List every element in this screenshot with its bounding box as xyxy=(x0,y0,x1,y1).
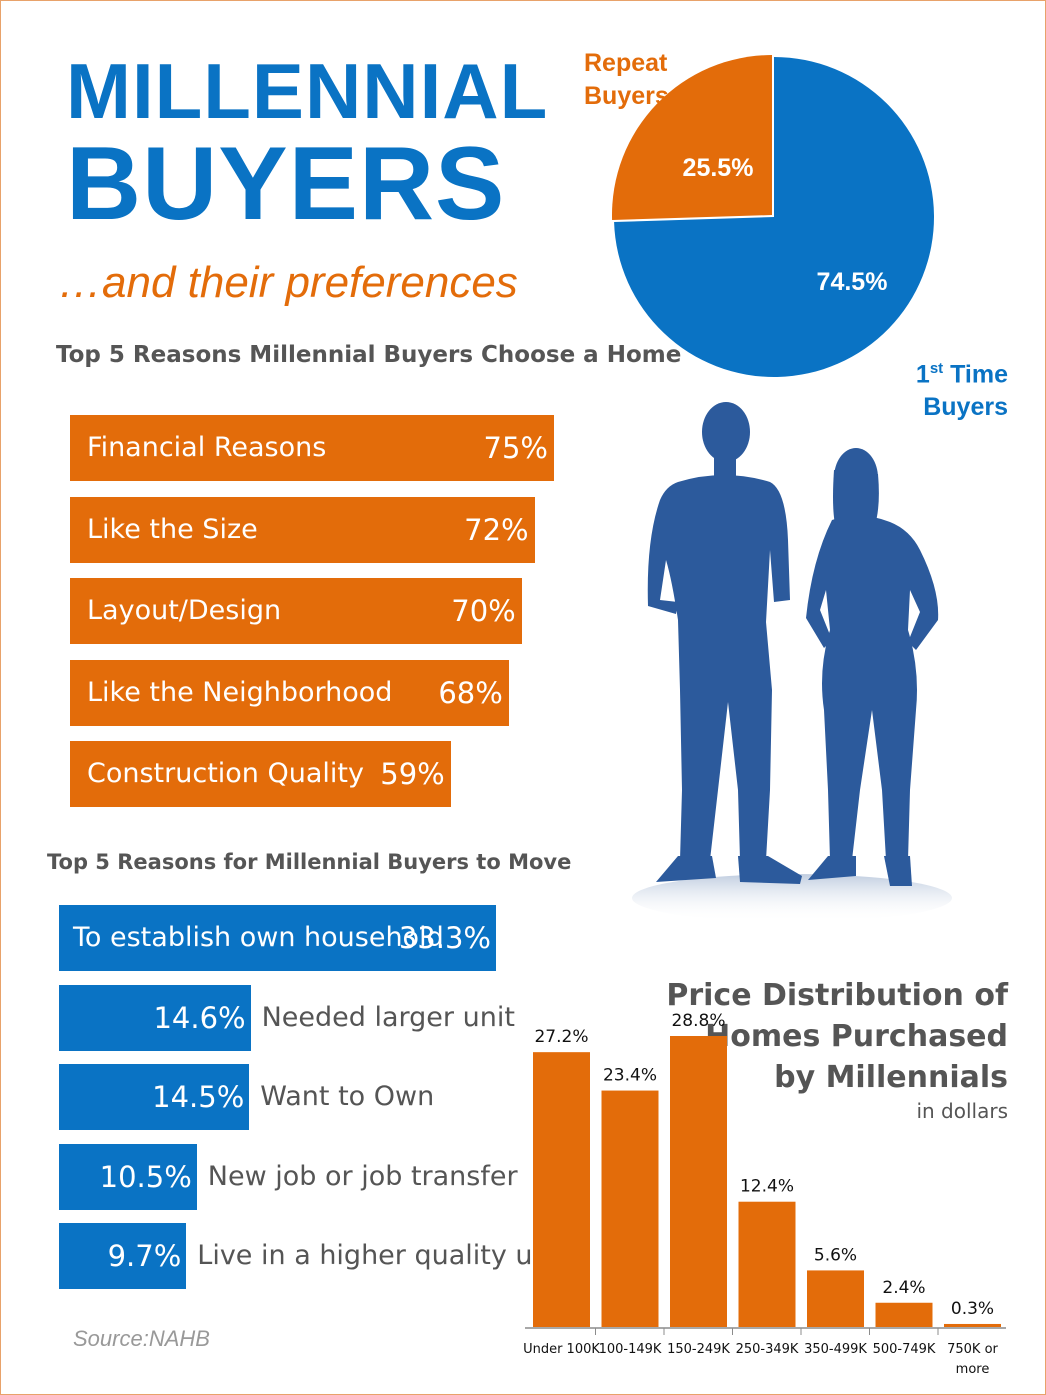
move-heading: Top 5 Reasons for Millennial Buyers to M… xyxy=(47,850,572,874)
move-bar: 33.3% To establish own household xyxy=(59,905,496,971)
source-note: Source:NAHB xyxy=(73,1326,210,1351)
pie-slice-repeat-buyers xyxy=(612,55,772,221)
move-bar-value: 14.5% xyxy=(152,1080,245,1114)
choose-bar-label: Layout/Design xyxy=(87,595,282,626)
choose-bar-label: Like the Size xyxy=(87,513,258,545)
pie-chart: 25.5% 74.5% xyxy=(612,55,934,377)
choose-bar: Layout/Design 70% xyxy=(70,578,522,644)
choose-bar-value: 75% xyxy=(483,431,548,465)
title-line-1: MILLENNIAL xyxy=(66,47,549,135)
move-bar: 14.6% xyxy=(59,984,251,1051)
move-bar-label: Needed larger unit xyxy=(261,1001,515,1033)
choose-bar-label: Construction Quality xyxy=(87,758,364,789)
move-bar: 10.5% xyxy=(59,1143,197,1210)
choose-bar: Construction Quality 59% xyxy=(70,741,451,807)
choose-bar-value: 59% xyxy=(380,757,445,791)
choose-bar-value: 70% xyxy=(451,594,516,628)
price-chart-title: Price Distribution of Homes Purchased by… xyxy=(666,978,1008,1095)
couple-silhouette-icon xyxy=(632,402,952,922)
move-bar-label: Live in a higher quality unit xyxy=(197,1240,568,1271)
pie-label-repeat-buyers: Repeat Buyers xyxy=(584,49,669,110)
move-bar-label: Want to Own xyxy=(260,1081,435,1112)
title-line-2: BUYERS xyxy=(66,126,506,242)
choose-bar-value: 68% xyxy=(438,675,503,710)
choose-bar: Like the Neighborhood 68% xyxy=(70,659,509,726)
choose-bar-label: Like the Neighborhood xyxy=(87,676,393,708)
pie-slice-first-time-buyers xyxy=(614,57,934,377)
move-bar-value: 14.6% xyxy=(153,1000,246,1035)
price-chart-subtitle: in dollars xyxy=(916,1099,1008,1123)
pie-label-first-time-buyers: 1st Time Buyers xyxy=(915,360,1008,422)
choose-bar: Like the Size 72% xyxy=(70,496,535,563)
move-bar: 14.5% xyxy=(59,1064,250,1130)
choose-heading: Top 5 Reasons Millennial Buyers Choose a… xyxy=(56,342,682,368)
move-bar-value: 9.7% xyxy=(107,1239,182,1273)
choose-bar-value: 72% xyxy=(464,512,529,547)
pie-value-repeat-buyers: 25.5% xyxy=(683,154,754,182)
pie-value-first-time-buyers: 74.5% xyxy=(817,268,888,296)
choose-bar: Financial Reasons 75% xyxy=(70,415,554,481)
move-bar-value: 10.5% xyxy=(99,1159,192,1194)
move-bar: 9.7% xyxy=(59,1223,187,1289)
move-bar-label: New job or job transfer xyxy=(207,1160,518,1192)
move-bar-label: To establish own household xyxy=(73,922,444,953)
subtitle: …and their preferences xyxy=(58,258,518,307)
choose-bar-label: Financial Reasons xyxy=(87,432,327,463)
move-bar-value: 33.3% xyxy=(398,921,491,955)
